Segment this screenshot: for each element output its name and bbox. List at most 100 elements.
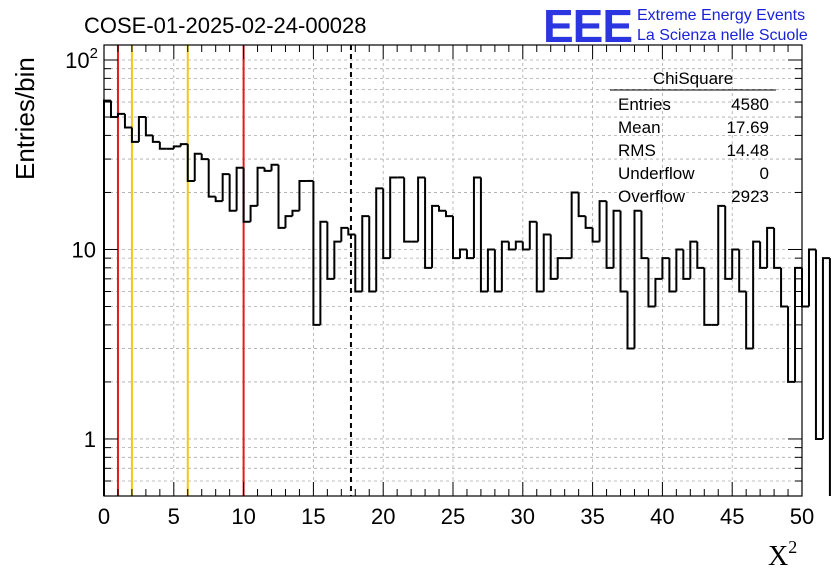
histogram-bin <box>452 216 460 260</box>
eee-logo-mark: EEE <box>543 0 632 52</box>
histogram-bin <box>389 176 398 259</box>
stats-label: Overflow <box>618 187 686 206</box>
histogram-bin <box>584 216 593 229</box>
y-tick-label: 102 <box>65 45 98 73</box>
histogram-bin <box>752 240 761 349</box>
histogram-bin <box>382 188 391 260</box>
stats-value: 2923 <box>731 187 769 206</box>
histogram-bin <box>445 210 453 218</box>
stats-label: RMS <box>618 141 656 160</box>
histogram-bin <box>535 221 544 293</box>
histogram-bin <box>787 306 796 383</box>
histogram-bin <box>773 227 782 269</box>
histogram-bin <box>542 233 551 292</box>
histogram-bin <box>354 234 363 293</box>
histogram-bin <box>577 192 586 218</box>
x-tick-label: 15 <box>301 504 325 529</box>
histogram-bin <box>486 248 495 292</box>
marker-lines <box>116 45 352 496</box>
histogram-bin <box>675 248 684 292</box>
histogram-bin <box>549 234 558 280</box>
histogram-bin <box>626 291 635 350</box>
x-tick-label: 0 <box>98 504 110 529</box>
x-tick-label: 10 <box>231 504 255 529</box>
histogram-bin <box>479 177 488 293</box>
histogram-bin <box>242 167 251 223</box>
histogram-bin <box>458 248 467 259</box>
histogram-bin <box>221 173 230 202</box>
histogram-bin <box>605 201 614 269</box>
eee-logo-line1: Extreme Energy Events <box>637 7 805 24</box>
x-tick-label: 30 <box>511 504 535 529</box>
histogram-bin <box>319 220 328 325</box>
histogram-bin <box>724 205 733 280</box>
histogram-bin <box>179 143 188 147</box>
y-tick-label: 1 <box>84 427 96 452</box>
x-axis-label: X2 <box>768 537 797 572</box>
histogram-bin <box>514 240 523 250</box>
stats-label: Entries <box>618 95 671 114</box>
histogram-bin <box>312 180 321 326</box>
histogram-bin <box>172 145 181 149</box>
histogram-bin <box>130 127 139 143</box>
x-tick-label: 50 <box>790 504 814 529</box>
histogram-bin <box>333 240 342 279</box>
histogram-bin <box>738 249 747 293</box>
histogram-bin <box>417 176 426 242</box>
histogram-bin <box>780 267 789 308</box>
histogram <box>103 99 831 496</box>
histogram-bin <box>116 112 125 118</box>
histogram-bin <box>766 226 775 268</box>
histogram-bin <box>640 210 649 260</box>
histogram-bin <box>277 164 286 229</box>
histogram-bin <box>347 227 356 236</box>
histogram-bin <box>431 204 440 268</box>
histogram-bin <box>424 177 433 269</box>
stats-label: Underflow <box>618 164 695 183</box>
x-tick-label: 45 <box>720 504 744 529</box>
histogram-bin <box>291 209 300 217</box>
histogram-bin <box>123 113 132 129</box>
eee-logo: EEE Extreme Energy Events La Scienza nel… <box>543 0 808 52</box>
histogram-bin <box>493 249 502 293</box>
histogram-bin <box>570 191 579 259</box>
axes: 0 5 10 15 20 25 30 35 40 45 50 1 10 102 <box>65 45 814 529</box>
histogram-bin <box>689 240 698 279</box>
histogram-bin <box>521 241 530 251</box>
histogram-bin <box>137 116 146 142</box>
histogram-bin <box>214 196 223 203</box>
x-tick-label: 35 <box>580 504 604 529</box>
histogram-bin <box>472 176 481 259</box>
histogram-bin <box>661 257 670 279</box>
histogram-bin <box>654 277 663 307</box>
histogram-bin <box>103 99 111 496</box>
histogram-bin <box>801 267 809 308</box>
histogram-bin <box>612 209 621 268</box>
chart-title: COSE-01-2025-02-24-00028 <box>84 13 367 38</box>
histogram-bin <box>361 215 370 292</box>
histogram-bin <box>235 166 244 211</box>
histogram-bin <box>682 249 691 280</box>
histogram-bin <box>284 215 293 228</box>
histogram-bin <box>228 174 237 212</box>
histogram-bin <box>200 153 209 161</box>
stats-value: 0 <box>760 164 769 183</box>
x-tick-label: 20 <box>371 504 395 529</box>
x-axis-label-main: X <box>768 541 788 572</box>
stats-value: 14.48 <box>726 141 769 160</box>
histogram-bin <box>556 257 565 279</box>
histogram-bin <box>256 166 265 206</box>
histogram-bin <box>298 179 307 211</box>
histogram-bin <box>528 220 537 250</box>
histogram-bin <box>249 204 258 222</box>
histogram-bin <box>144 117 153 137</box>
stats-title: ChiSquare <box>653 69 733 88</box>
histogram-bin <box>375 187 384 292</box>
eee-logo-line2: La Scienza nelle Scuole <box>637 27 808 44</box>
y-tick-label: 10 <box>72 237 96 262</box>
histogram-bin <box>591 227 600 243</box>
histogram-bin <box>633 209 642 349</box>
x-tick-label: 40 <box>650 504 674 529</box>
histogram-bin <box>598 200 607 242</box>
